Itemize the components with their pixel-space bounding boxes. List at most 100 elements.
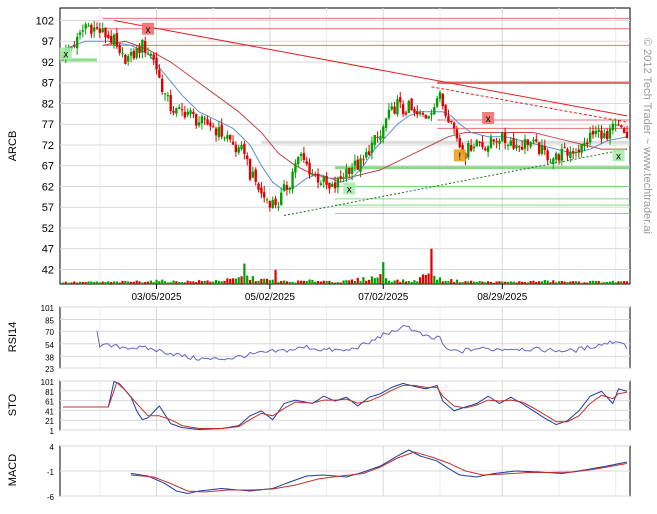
candle <box>481 135 484 150</box>
macd-panel-ytick-label: -1 <box>47 468 55 477</box>
candle-body <box>158 69 161 78</box>
candle-body <box>126 56 130 62</box>
candle <box>529 141 532 149</box>
volume-bar <box>107 281 110 284</box>
volume-bar <box>61 282 65 284</box>
volume-bar <box>149 280 152 284</box>
candle-body <box>622 128 626 133</box>
volume-bar <box>625 281 629 284</box>
candle-body <box>257 183 260 190</box>
candle <box>393 101 396 115</box>
candle <box>209 118 212 131</box>
candle-body <box>212 126 215 128</box>
candle <box>441 93 444 110</box>
volume-bar <box>294 282 297 284</box>
candle-body <box>554 153 558 160</box>
volume-bar <box>87 281 90 284</box>
volume-bar <box>390 282 393 284</box>
volume-bar <box>580 282 583 284</box>
candle-body <box>603 132 606 139</box>
candle-body <box>98 28 102 33</box>
volume-bar <box>67 282 70 284</box>
volume-bar <box>413 280 416 284</box>
candle-body <box>314 173 317 176</box>
candle-body <box>546 150 549 161</box>
candle-body <box>413 109 416 113</box>
candle-body <box>234 144 238 152</box>
candle <box>214 126 218 142</box>
candle-body <box>427 115 430 119</box>
candle <box>98 22 102 38</box>
candle <box>404 110 408 117</box>
candle-body <box>277 206 280 208</box>
price-ytick-label: 77 <box>42 119 54 131</box>
candle-body <box>345 168 348 178</box>
candle-body <box>506 144 510 146</box>
candle <box>447 109 450 123</box>
candle-body <box>152 54 155 60</box>
volume-bar <box>523 282 527 284</box>
candle-body <box>625 131 629 139</box>
volume-bar <box>141 282 144 284</box>
candle-body <box>620 125 623 128</box>
volume-bar <box>359 281 362 284</box>
candle-body <box>586 142 589 145</box>
candle-body <box>240 145 243 150</box>
candle <box>382 124 385 144</box>
signal-marker-symbol: x <box>486 114 491 125</box>
volume-bar <box>438 277 442 284</box>
candle-body <box>376 136 379 138</box>
candle-body <box>424 114 427 119</box>
candle <box>203 116 206 126</box>
candle-body <box>384 118 388 128</box>
candle <box>141 39 144 59</box>
candle <box>362 155 365 166</box>
candle-body <box>472 146 476 149</box>
signal-marker-box <box>59 47 72 60</box>
signal-marker-box <box>612 149 625 162</box>
volume-bar <box>138 281 141 284</box>
volume-bar <box>152 282 155 284</box>
x-tick-label: 03/05/2025 <box>131 292 181 303</box>
volume-bar <box>427 273 430 284</box>
candle-body <box>520 146 524 150</box>
candle-body <box>328 182 331 189</box>
candle-body <box>197 122 201 126</box>
candle <box>294 159 297 179</box>
candle-body <box>407 100 410 114</box>
candle <box>520 140 524 151</box>
candle-body <box>563 147 566 149</box>
volume-bar <box>333 282 337 284</box>
signal-marker-symbol: ! <box>458 151 461 162</box>
signal-marker-symbol: x <box>146 25 151 36</box>
volume-bar <box>206 280 209 284</box>
volume-bar <box>365 280 368 284</box>
candle-body <box>438 92 442 99</box>
volume-bar <box>268 280 271 284</box>
candle <box>421 111 425 117</box>
candle-body <box>183 111 187 118</box>
candle <box>467 140 470 160</box>
candle <box>554 151 558 163</box>
candle <box>365 147 368 160</box>
candle <box>506 143 510 151</box>
candle-body <box>107 34 110 39</box>
candle <box>186 108 189 118</box>
volume-bar <box>623 281 626 284</box>
candle <box>271 196 274 209</box>
candle <box>192 108 195 119</box>
rsi-panel: 101 85 70 54 38 23 RSI14 <box>7 304 631 374</box>
candle-body <box>180 109 184 111</box>
candle <box>277 202 280 212</box>
candle-body <box>81 30 85 32</box>
candle-body <box>365 151 368 158</box>
candle <box>90 23 93 38</box>
candle-body <box>87 25 90 27</box>
candle <box>484 146 487 152</box>
volume-bar <box>243 263 246 284</box>
volume-bar <box>450 279 453 284</box>
volume-bar <box>535 281 538 284</box>
candle <box>430 109 433 121</box>
candle <box>557 152 561 165</box>
